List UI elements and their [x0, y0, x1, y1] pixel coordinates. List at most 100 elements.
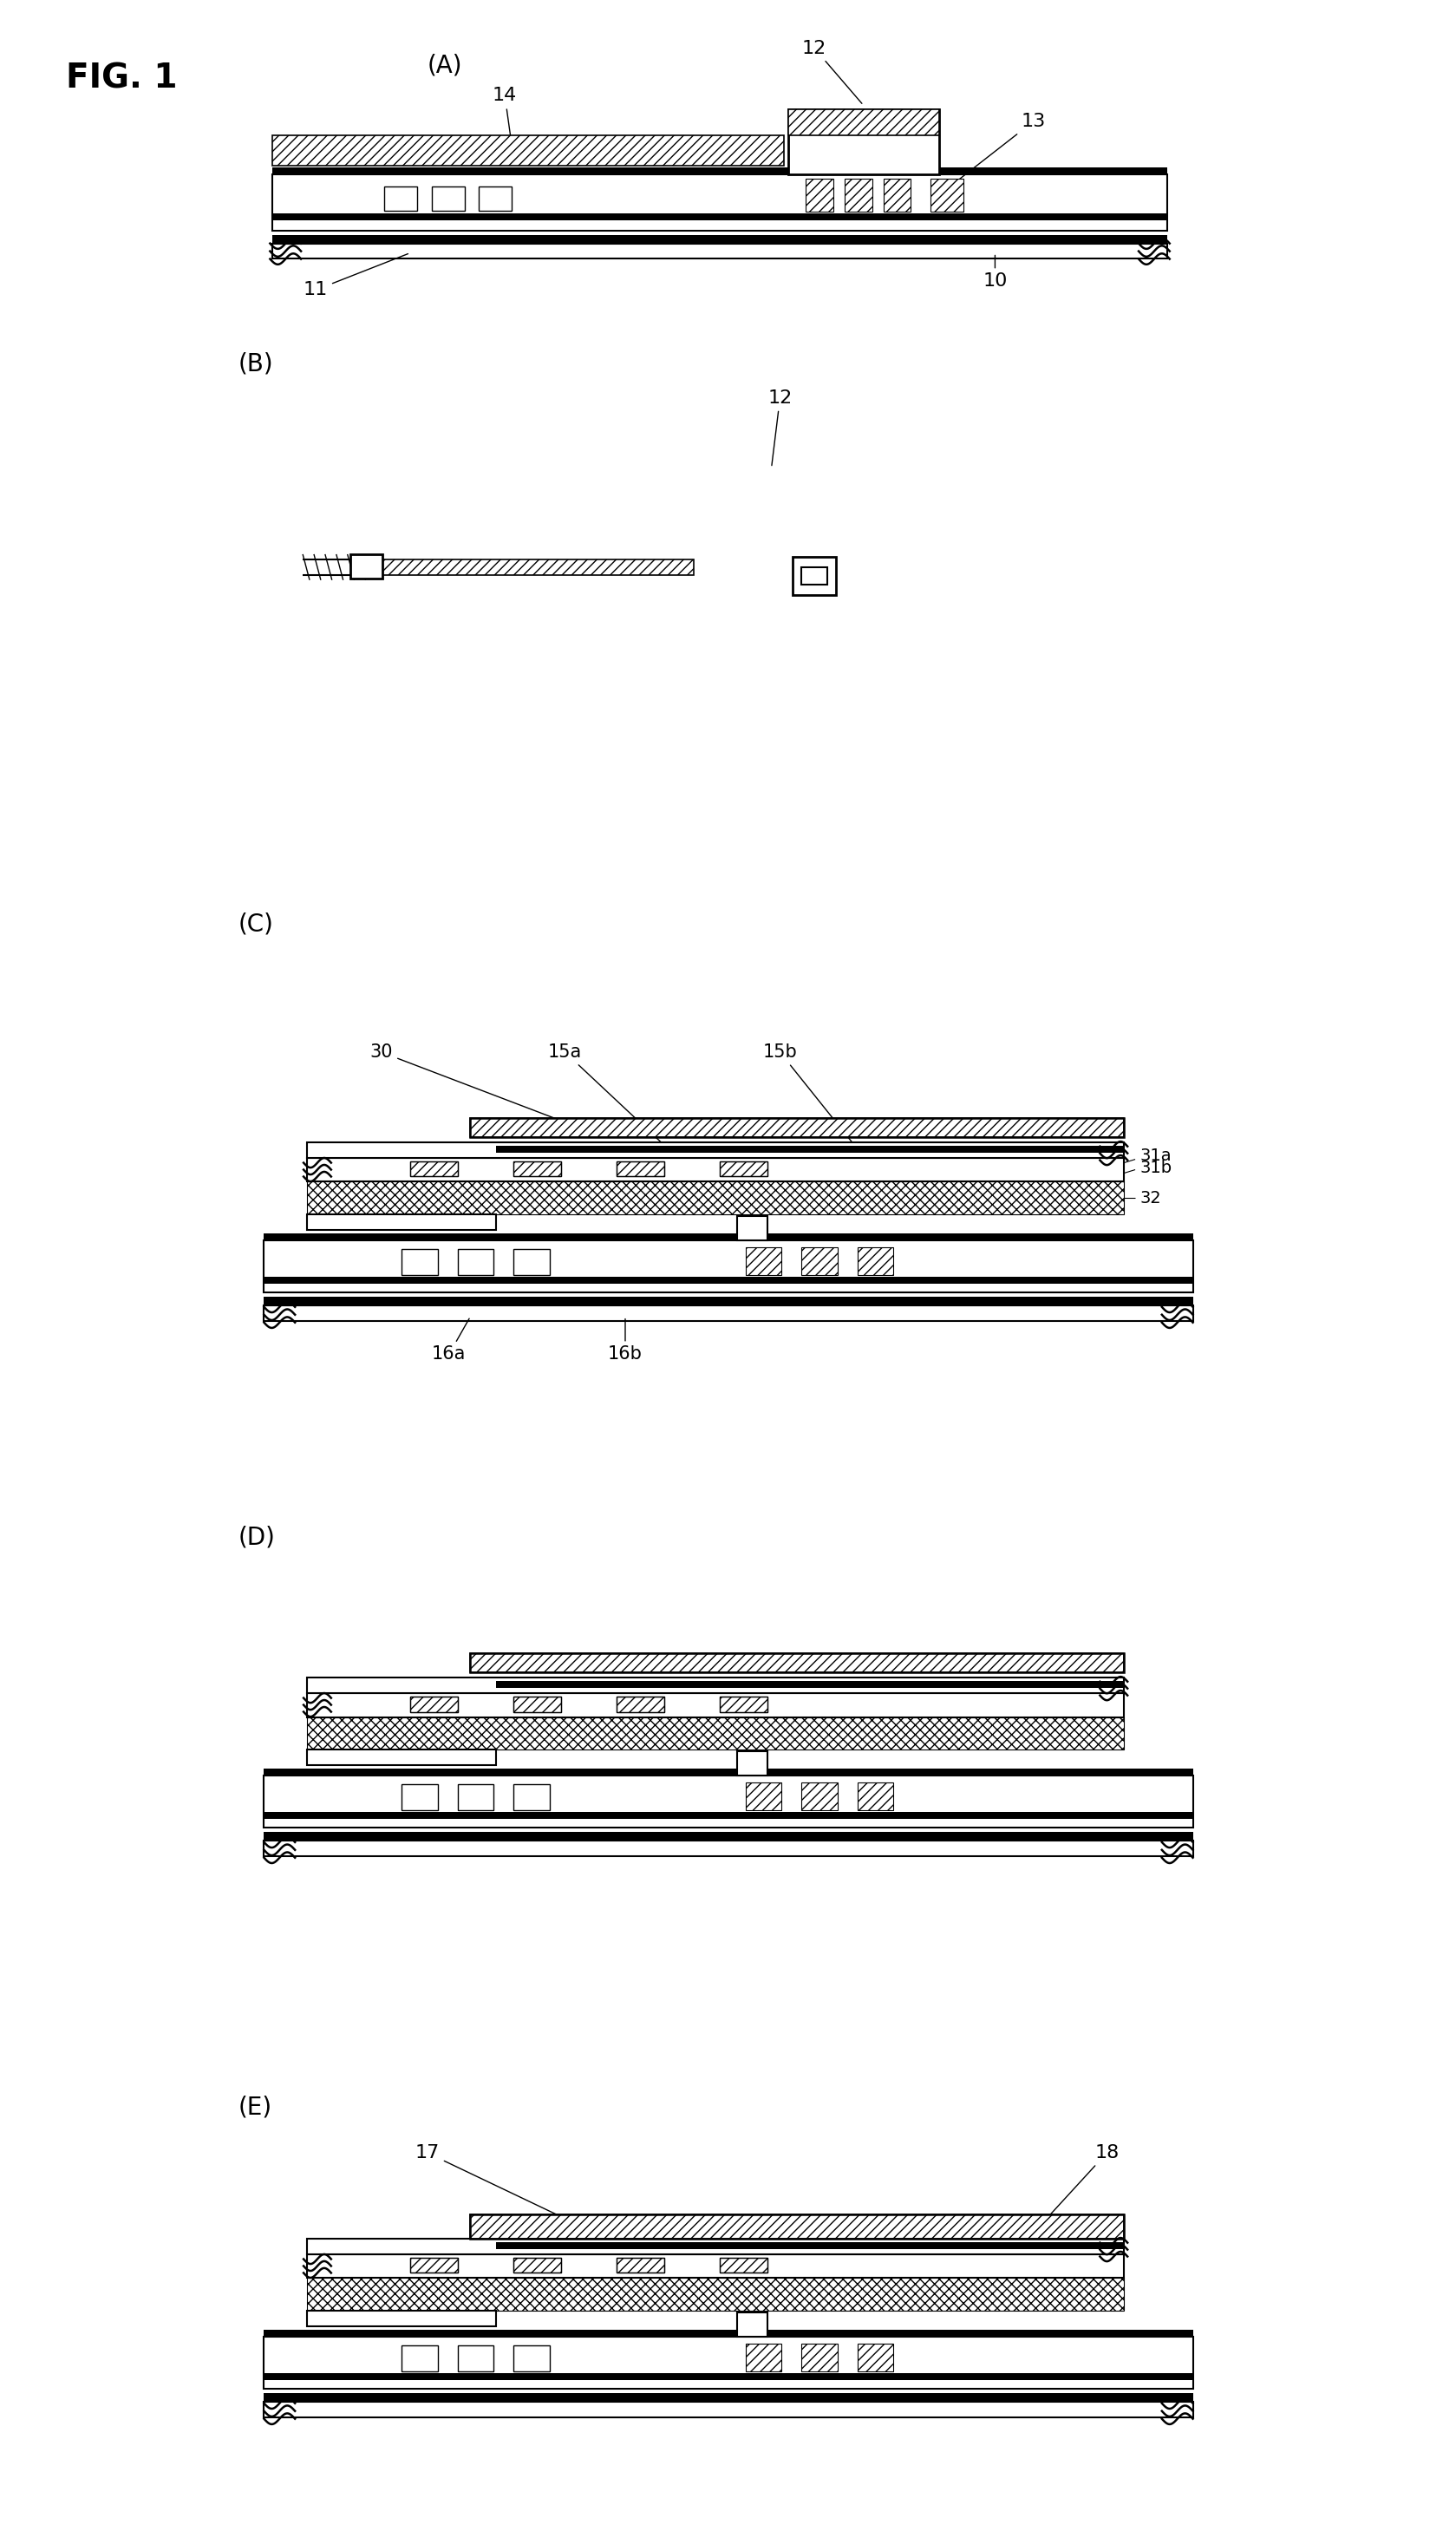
- Bar: [470, 2215, 1124, 2237]
- Bar: [411, 1696, 457, 1711]
- Bar: [514, 1784, 549, 1810]
- Bar: [479, 187, 511, 210]
- Bar: [307, 1678, 1124, 1693]
- Bar: [744, 519, 885, 633]
- Bar: [617, 2258, 664, 2273]
- Bar: [496, 1681, 1124, 1688]
- Bar: [470, 2215, 1124, 2237]
- Bar: [264, 1843, 1192, 1850]
- Bar: [514, 1162, 561, 1177]
- Bar: [411, 1696, 457, 1711]
- Text: 18: 18: [1048, 2144, 1120, 2217]
- Bar: [514, 2258, 561, 2273]
- Bar: [307, 2255, 1124, 2278]
- Bar: [858, 1248, 894, 1276]
- Bar: [264, 1812, 1192, 1820]
- Bar: [514, 1696, 561, 1711]
- Bar: [307, 2278, 1124, 2311]
- Text: 16a: 16a: [432, 1319, 469, 1364]
- Bar: [272, 167, 1168, 175]
- Bar: [307, 1182, 1124, 1215]
- Bar: [264, 2392, 1192, 2404]
- Bar: [349, 554, 383, 580]
- Bar: [745, 2344, 782, 2372]
- Bar: [457, 2346, 494, 2372]
- Bar: [272, 137, 785, 165]
- Bar: [719, 1696, 767, 1711]
- Text: FIG. 1: FIG. 1: [66, 63, 178, 96]
- Bar: [402, 1784, 438, 1810]
- Bar: [514, 1696, 561, 1711]
- Bar: [745, 1248, 782, 1276]
- Bar: [264, 1296, 1192, 1306]
- Bar: [789, 109, 939, 175]
- Bar: [264, 2374, 1192, 2379]
- Bar: [858, 1782, 894, 1810]
- Text: 15b: 15b: [763, 1043, 856, 1147]
- Text: 31b: 31b: [1140, 1159, 1172, 1177]
- Bar: [264, 1840, 1192, 1855]
- Bar: [264, 1276, 1192, 1283]
- Text: 12: 12: [802, 40, 862, 104]
- Bar: [689, 468, 941, 683]
- Text: 14: 14: [492, 86, 517, 154]
- Bar: [307, 1693, 1124, 1716]
- Bar: [802, 2344, 837, 2372]
- Bar: [272, 246, 1168, 253]
- Bar: [514, 1250, 549, 1276]
- Bar: [858, 2344, 894, 2372]
- Bar: [264, 1306, 1192, 1321]
- Bar: [272, 213, 1168, 220]
- Bar: [514, 1162, 561, 1177]
- Bar: [844, 180, 872, 213]
- Text: 31a: 31a: [1140, 1147, 1171, 1164]
- Bar: [432, 187, 464, 210]
- Bar: [496, 2242, 1124, 2248]
- Text: 11: 11: [303, 253, 408, 299]
- Bar: [457, 1250, 494, 1276]
- Bar: [376, 559, 695, 575]
- Bar: [264, 1769, 1192, 1777]
- Bar: [272, 175, 1168, 230]
- Bar: [802, 567, 827, 585]
- Bar: [272, 243, 1168, 258]
- Bar: [470, 1653, 1124, 1673]
- Bar: [617, 2258, 664, 2273]
- Text: 30: 30: [370, 1043, 563, 1121]
- Bar: [884, 180, 911, 213]
- Text: 12: 12: [767, 390, 792, 466]
- Bar: [411, 1162, 457, 1177]
- Bar: [617, 1162, 664, 1177]
- Bar: [307, 1749, 496, 1764]
- Text: (A): (A): [428, 53, 463, 78]
- Text: 17: 17: [415, 2144, 563, 2217]
- Bar: [719, 499, 909, 653]
- Text: (E): (E): [239, 2096, 272, 2118]
- Text: 13: 13: [945, 114, 1045, 190]
- Bar: [307, 1716, 1124, 1749]
- Bar: [411, 2258, 457, 2273]
- Bar: [470, 1653, 1124, 1673]
- Bar: [514, 2258, 561, 2273]
- Bar: [411, 2258, 457, 2273]
- Bar: [794, 557, 836, 595]
- Text: 32: 32: [1140, 1190, 1160, 1207]
- Bar: [745, 1782, 782, 1810]
- Bar: [470, 1119, 1124, 1136]
- Text: (D): (D): [239, 1526, 275, 1549]
- Bar: [264, 2402, 1192, 2417]
- Bar: [719, 1696, 767, 1711]
- Bar: [402, 2346, 438, 2372]
- Bar: [307, 2237, 1124, 2255]
- Bar: [719, 2258, 767, 2273]
- Bar: [307, 2311, 496, 2326]
- Bar: [695, 473, 935, 678]
- Text: 10: 10: [983, 256, 1008, 291]
- Bar: [264, 2404, 1192, 2410]
- Bar: [617, 1162, 664, 1177]
- Text: (C): (C): [239, 914, 274, 936]
- Bar: [307, 1141, 1124, 1157]
- Bar: [802, 1782, 837, 1810]
- Bar: [402, 1250, 438, 1276]
- Bar: [264, 1233, 1192, 1240]
